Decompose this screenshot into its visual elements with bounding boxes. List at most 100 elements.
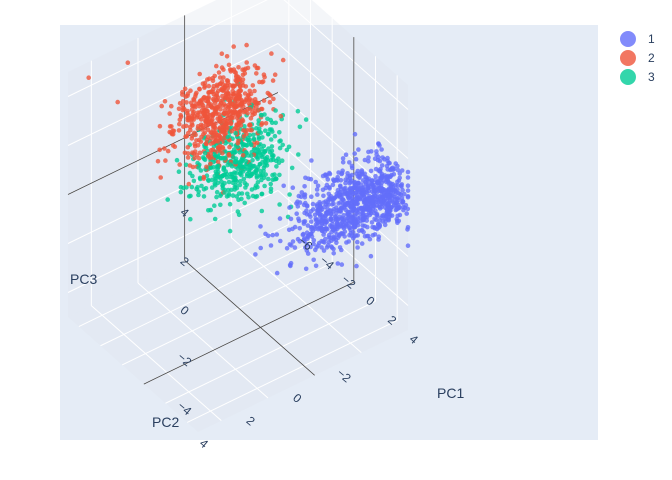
data-point-series-1 xyxy=(331,251,337,256)
data-point-series-1 xyxy=(346,200,351,206)
data-point-series-2 xyxy=(224,83,230,88)
data-point-series-2 xyxy=(226,104,231,110)
data-point-series-1 xyxy=(295,204,301,209)
data-point-series-1 xyxy=(377,168,383,174)
pane-floor-xy xyxy=(68,215,408,432)
plot-background xyxy=(60,25,598,440)
data-point-series-2 xyxy=(255,65,261,71)
data-point-series-3 xyxy=(229,187,234,193)
data-point-series-1 xyxy=(339,205,344,210)
data-point-series-2 xyxy=(226,153,232,158)
data-point-series-1 xyxy=(393,161,399,166)
data-point-series-2 xyxy=(157,147,162,153)
data-point-series-1 xyxy=(386,202,392,208)
data-point-series-3 xyxy=(238,179,243,184)
data-point-series-3 xyxy=(208,207,213,213)
data-point-series-1 xyxy=(392,194,397,200)
data-point-series-1 xyxy=(380,174,386,180)
data-point-series-1 xyxy=(372,216,377,222)
data-point-series-1 xyxy=(331,201,336,206)
data-point-series-1 xyxy=(405,243,411,248)
data-point-series-3 xyxy=(249,142,254,148)
data-point-series-3 xyxy=(289,165,295,171)
data-point-series-2 xyxy=(244,131,249,137)
data-point-series-1 xyxy=(350,195,356,201)
data-point-series-2 xyxy=(238,88,244,93)
data-point-series-1 xyxy=(317,211,322,217)
data-point-series-2 xyxy=(249,127,254,133)
data-point-series-2 xyxy=(158,175,163,180)
data-point-series-2 xyxy=(220,93,225,99)
data-point-series-3 xyxy=(259,113,264,118)
grid-line-z-side xyxy=(67,0,268,97)
data-point-series-2 xyxy=(208,161,213,167)
data-point-series-2 xyxy=(235,141,241,146)
data-point-series-1 xyxy=(356,189,362,195)
data-point-series-1 xyxy=(309,219,314,224)
data-point-series-2 xyxy=(280,57,286,63)
data-point-series-1 xyxy=(376,154,381,160)
data-point-series-2 xyxy=(246,93,251,99)
data-point-series-1 xyxy=(343,152,349,157)
data-point-series-1 xyxy=(334,221,340,226)
data-point-series-3 xyxy=(205,177,211,183)
data-point-series-1 xyxy=(377,218,382,223)
data-point-series-2 xyxy=(263,121,269,126)
data-point-series-1 xyxy=(353,182,359,188)
data-point-series-1 xyxy=(389,213,395,218)
data-point-series-1 xyxy=(399,195,405,201)
data-point-series-3 xyxy=(183,162,189,168)
data-point-series-3 xyxy=(239,164,245,170)
data-point-series-1 xyxy=(325,211,330,216)
data-point-series-1 xyxy=(309,158,314,163)
data-point-series-2 xyxy=(234,73,239,78)
data-point-series-3 xyxy=(233,130,238,136)
data-point-series-2 xyxy=(203,119,208,125)
data-point-series-1 xyxy=(368,253,374,259)
data-point-series-3 xyxy=(259,191,265,197)
data-point-series-2 xyxy=(206,83,212,89)
data-point-series-1 xyxy=(303,266,309,272)
data-point-series-3 xyxy=(235,144,240,149)
data-point-series-3 xyxy=(267,149,273,155)
data-point-series-1 xyxy=(366,176,372,182)
data-point-series-2 xyxy=(192,141,197,147)
data-point-series-1 xyxy=(323,236,328,242)
data-point-series-2 xyxy=(236,65,241,70)
data-point-series-1 xyxy=(359,168,365,173)
z-axis-title: PC3 xyxy=(70,271,97,287)
data-point-series-2 xyxy=(233,111,239,116)
grid-line-z-back xyxy=(277,190,409,306)
data-point-series-3 xyxy=(227,201,233,207)
data-point-series-1 xyxy=(297,200,303,205)
data-point-series-2 xyxy=(180,107,186,113)
data-point-series-1 xyxy=(343,180,348,186)
data-point-series-1 xyxy=(387,209,392,214)
data-point-series-1 xyxy=(322,219,328,225)
data-point-series-3 xyxy=(251,132,256,138)
data-point-series-2 xyxy=(194,90,199,96)
data-point-series-1 xyxy=(319,226,325,231)
data-point-series-2 xyxy=(213,134,219,140)
data-point-series-3 xyxy=(265,158,271,163)
data-point-series-3 xyxy=(190,173,195,179)
data-point-series-1 xyxy=(315,192,320,197)
data-point-series-2 xyxy=(254,140,260,146)
data-point-series-2 xyxy=(253,71,259,76)
data-point-series-1 xyxy=(363,204,368,209)
data-point-series-2 xyxy=(220,146,226,151)
data-point-series-2 xyxy=(229,101,234,107)
data-point-series-3 xyxy=(213,153,218,159)
data-point-series-3 xyxy=(272,172,277,177)
data-point-series-2 xyxy=(217,125,223,130)
data-point-series-1 xyxy=(356,228,362,233)
data-point-series-2 xyxy=(219,51,225,56)
data-point-series-3 xyxy=(303,117,309,122)
data-point-series-1 xyxy=(376,185,382,191)
data-point-series-2 xyxy=(194,138,199,143)
data-point-series-1 xyxy=(381,212,386,218)
data-point-series-1 xyxy=(387,180,393,186)
zero-line-y xyxy=(184,260,315,376)
data-point-series-1 xyxy=(329,245,335,250)
